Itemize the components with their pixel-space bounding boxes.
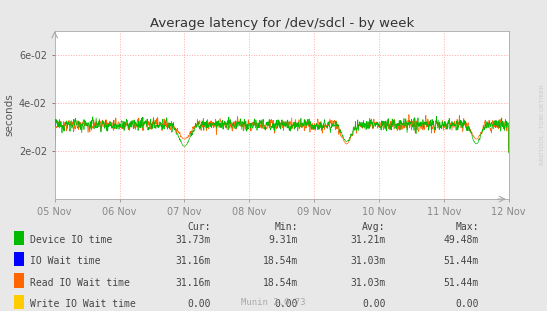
Text: Munin 2.0.73: Munin 2.0.73 — [241, 298, 306, 307]
Text: 31.16m: 31.16m — [176, 257, 211, 267]
Text: Write IO Wait time: Write IO Wait time — [30, 299, 136, 309]
Text: 51.44m: 51.44m — [444, 257, 479, 267]
Bar — [14, 231, 24, 245]
Text: Device IO time: Device IO time — [30, 235, 112, 245]
Text: IO Wait time: IO Wait time — [30, 257, 101, 267]
Text: 49.48m: 49.48m — [444, 235, 479, 245]
Text: 0.00: 0.00 — [362, 299, 386, 309]
Text: Avg:: Avg: — [362, 222, 386, 232]
Text: 31.03m: 31.03m — [351, 257, 386, 267]
Text: 31.03m: 31.03m — [351, 278, 386, 288]
Text: Max:: Max: — [455, 222, 479, 232]
Text: Cur:: Cur: — [187, 222, 211, 232]
Bar — [14, 295, 24, 309]
Text: 18.54m: 18.54m — [263, 257, 298, 267]
Text: Min:: Min: — [275, 222, 298, 232]
Title: Average latency for /dev/sdcl - by week: Average latency for /dev/sdcl - by week — [149, 17, 414, 30]
Text: 31.21m: 31.21m — [351, 235, 386, 245]
Y-axis label: seconds: seconds — [5, 94, 15, 137]
Bar — [14, 252, 24, 266]
Text: Read IO Wait time: Read IO Wait time — [30, 278, 130, 288]
Bar — [14, 273, 24, 288]
Text: 18.54m: 18.54m — [263, 278, 298, 288]
Text: 31.73m: 31.73m — [176, 235, 211, 245]
Text: 0.00: 0.00 — [187, 299, 211, 309]
Text: 51.44m: 51.44m — [444, 278, 479, 288]
Text: 9.31m: 9.31m — [269, 235, 298, 245]
Text: 0.00: 0.00 — [455, 299, 479, 309]
Text: 31.16m: 31.16m — [176, 278, 211, 288]
Text: 0.00: 0.00 — [275, 299, 298, 309]
Text: RRDTOOL / TOBI OETIKER: RRDTOOL / TOBI OETIKER — [539, 84, 544, 165]
